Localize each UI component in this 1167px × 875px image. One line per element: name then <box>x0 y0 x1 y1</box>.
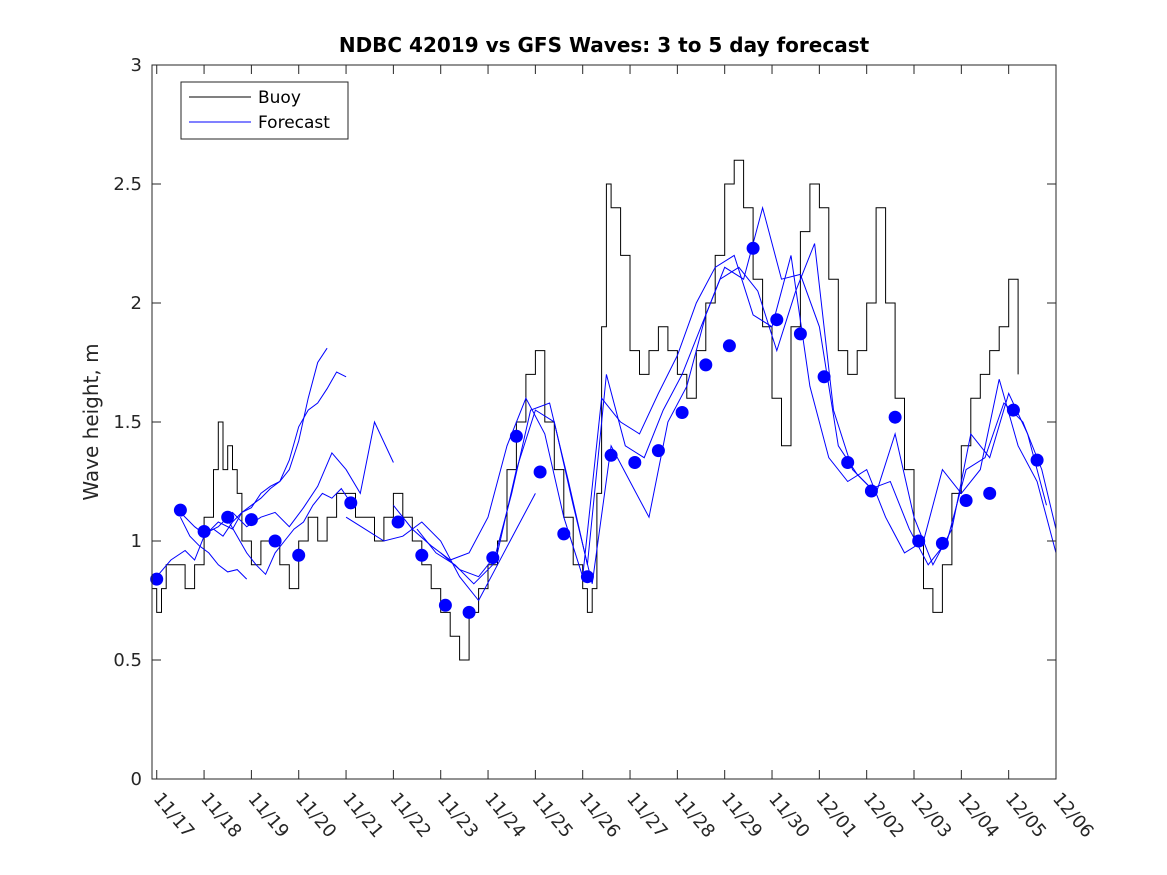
forecast-marker <box>391 515 405 529</box>
forecast-marker <box>150 572 164 586</box>
y-tick-label: 3 <box>131 55 142 76</box>
forecast-marker <box>675 406 689 419</box>
forecast-marker <box>244 513 258 527</box>
y-tick-label: 0.5 <box>113 650 142 671</box>
legend-box <box>180 81 349 140</box>
forecast-marker <box>651 444 665 458</box>
forecast-marker <box>746 241 760 255</box>
forecast-marker <box>841 456 855 469</box>
y-axis: 0 0.5 1 1.5 2 2.5 3 <box>113 55 1056 790</box>
y-tick-label: 0 <box>131 769 142 790</box>
forecast-marker <box>1030 453 1044 467</box>
forecast-marker <box>722 339 736 353</box>
forecast-marker <box>292 548 306 562</box>
forecast-marker <box>888 410 902 424</box>
forecast-marker <box>864 484 878 498</box>
forecast-marker <box>173 503 187 517</box>
plot-area <box>152 65 1056 779</box>
forecast-marker <box>793 327 807 341</box>
y-tick-label: 1 <box>131 531 142 552</box>
y-tick-label: 1.5 <box>113 412 142 433</box>
forecast-series-line-5 <box>179 516 248 580</box>
forecast-marker <box>415 548 429 562</box>
forecast-marker <box>1006 403 1020 417</box>
forecast-marker <box>817 370 831 384</box>
y-tick-label: 2.5 <box>113 174 142 195</box>
forecast-series-line-9 <box>345 493 536 602</box>
forecast-marker <box>533 465 547 479</box>
forecast-marker <box>935 536 949 550</box>
y-axis-label: Wave height, m <box>79 343 103 500</box>
marker-layer <box>150 241 1044 619</box>
forecast-marker <box>557 527 571 541</box>
forecast-marker <box>959 494 973 507</box>
forecast-series-line-1 <box>156 347 328 578</box>
y-tick-label: 2 <box>131 293 142 314</box>
forecast-marker <box>438 598 452 612</box>
forecast-marker <box>770 313 784 327</box>
forecast-marker <box>486 551 500 565</box>
forecast-marker <box>628 456 642 469</box>
forecast-marker <box>197 525 211 538</box>
forecast-marker <box>268 534 282 548</box>
forecast-marker <box>912 534 926 548</box>
forecast-series-line-7 <box>416 243 1057 585</box>
forecast-marker <box>604 448 618 462</box>
forecast-marker <box>983 486 997 500</box>
forecast-marker <box>509 429 523 443</box>
forecast-marker <box>221 510 235 524</box>
legend-label-buoy: Buoy <box>258 88 301 108</box>
forecast-series-line-6 <box>393 254 1057 577</box>
forecast-marker <box>699 358 713 372</box>
legend: Buoy Forecast <box>180 81 349 140</box>
forecast-series-line-3 <box>203 420 394 535</box>
forecast-marker <box>344 496 358 510</box>
forecast-series-line-4 <box>227 487 352 576</box>
chart-title: NDBC 42019 vs GFS Waves: 3 to 5 day fore… <box>339 33 870 57</box>
forecast-marker <box>580 570 594 584</box>
legend-label-forecast: Forecast <box>258 113 330 133</box>
forecast-marker <box>462 605 476 619</box>
